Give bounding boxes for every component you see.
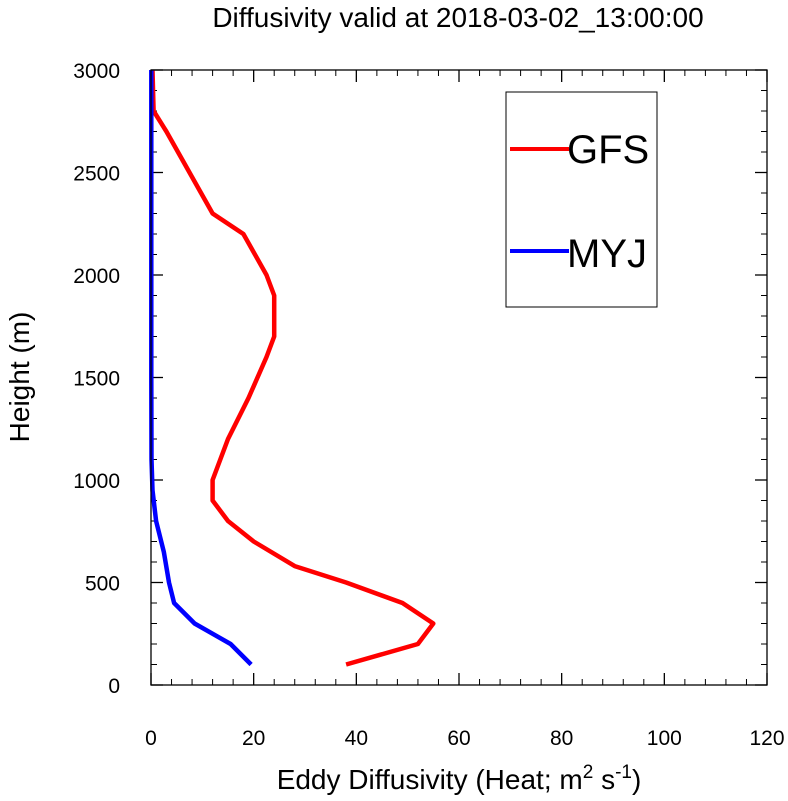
tick-labels: 0 20 40 60 80 100 120 0 500 1000 1500 2000 2500 3000 — [73, 60, 784, 750]
x-tick-label: 80 — [550, 727, 573, 750]
x-axis-title-main: Eddy Diffusivity (Heat; m — [277, 764, 583, 795]
x-axis-title-sup-1: 2 — [583, 762, 594, 783]
x-tick-label: 100 — [647, 727, 682, 750]
legend-box — [505, 91, 658, 308]
x-tick-label: 20 — [242, 727, 265, 750]
x-axis-title-mid: s — [593, 764, 615, 795]
series-line-myj — [149, 70, 253, 667]
y-tick-label: 0 — [108, 675, 120, 698]
legend: GFS MYJ — [505, 91, 658, 308]
y-tick-label: 1000 — [73, 470, 120, 493]
x-axis-title-sup-2: -1 — [615, 762, 632, 783]
minor-ticks — [151, 70, 767, 685]
x-tick-label: 40 — [345, 727, 368, 750]
x-tick-label: 120 — [749, 727, 784, 750]
y-tick-label: 500 — [85, 573, 120, 596]
y-tick-label: 3000 — [73, 60, 120, 83]
plot-frame — [150, 69, 768, 686]
major-ticks — [150, 69, 768, 686]
x-tick-label: 60 — [447, 727, 470, 750]
series-layer — [149, 69, 436, 667]
y-tick-label: 1500 — [73, 368, 120, 391]
x-axis-title-end: ) — [632, 764, 641, 795]
legend-label-myj: MYJ — [567, 232, 647, 276]
x-tick-label: 0 — [145, 727, 157, 750]
y-tick-label: 2500 — [73, 163, 120, 186]
x-axis-title: Eddy Diffusivity (Heat; m2 s-1) — [277, 762, 642, 795]
y-axis-title: Height (m) — [4, 312, 35, 443]
legend-label-gfs: GFS — [567, 128, 649, 172]
y-tick-label: 2000 — [73, 265, 120, 288]
chart-title: Diffusivity valid at 2018-03-02_13:00:00 — [212, 2, 703, 33]
series-line-gfs — [150, 69, 436, 667]
